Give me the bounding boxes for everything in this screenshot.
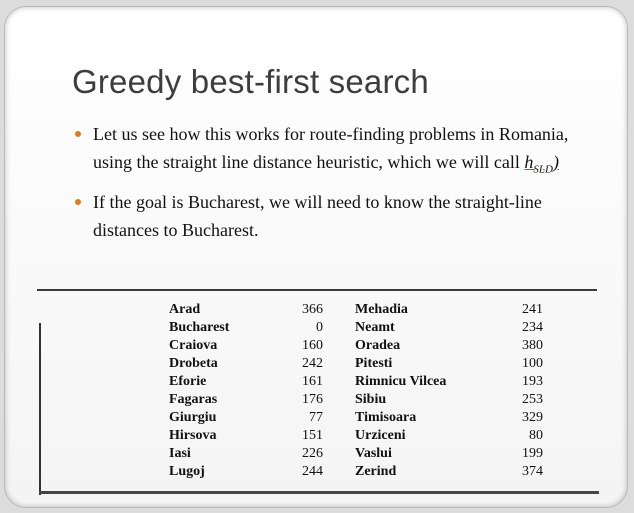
spacer-cell [5, 355, 169, 373]
right-city-name: Oradea [355, 338, 401, 353]
right-city-distance: 199 [522, 446, 543, 461]
spacer-cell [323, 427, 355, 445]
left-city-distance: 226 [302, 446, 323, 461]
spacer-cell [5, 463, 169, 481]
right-city-name: Mehadia [355, 302, 408, 317]
left-city-distance: 242 [302, 356, 323, 371]
right-city-distance: 380 [522, 338, 543, 353]
left-city-name: Arad [169, 302, 201, 317]
spacer-cell [5, 319, 169, 337]
slide-title: Greedy best-first search [72, 63, 429, 100]
right-city-name: Urziceni [355, 428, 406, 443]
spacer-cell [5, 445, 169, 463]
right-city-name: Neamt [355, 320, 395, 335]
spacer-cell [5, 337, 169, 355]
spacer-cell [323, 337, 355, 355]
spacer-cell [5, 373, 169, 391]
right-city-name: Pitesti [355, 356, 393, 371]
heuristic-symbol: hSLD) [524, 152, 559, 176]
bullet-list: Let us see how this works for route-find… [71, 120, 591, 248]
spacer-cell [323, 301, 355, 319]
spacer-cell [323, 445, 355, 463]
left-city-name: Drobeta [169, 356, 218, 371]
table-row: Bucharest 0 Neamt 234 [5, 319, 543, 337]
right-city-name: Zerind [355, 464, 397, 479]
spacer-cell [5, 409, 169, 427]
slide: Greedy best-first search Let us see how … [4, 6, 628, 508]
spacer-cell [5, 391, 169, 409]
left-city-distance: 0 [316, 320, 323, 335]
bullet-item-2: If the goal is Bucharest, we will need t… [71, 188, 591, 244]
table-row: Lugoj 244 Zerind 374 [5, 463, 543, 481]
right-city-distance: 80 [529, 428, 543, 443]
right-city-distance: 193 [522, 374, 543, 389]
table-row: Eforie 161 Rimnicu Vilcea 193 [5, 373, 543, 391]
spacer-cell [323, 319, 355, 337]
right-city-distance: 253 [522, 392, 543, 407]
right-city-distance: 241 [522, 302, 543, 317]
table-row: Craiova 160 Oradea 380 [5, 337, 543, 355]
bullet-1-text: Let us see how this works for route-find… [93, 124, 569, 172]
left-city-distance: 77 [309, 410, 323, 425]
right-city-distance: 100 [522, 356, 543, 371]
right-city-distance: 329 [522, 410, 543, 425]
table-row: Drobeta 242 Pitesti 100 [5, 355, 543, 373]
distance-table: Arad 366 Mehadia 241 Bucharest 0 Neamt 234 Craio… [5, 301, 543, 481]
spacer-cell [323, 373, 355, 391]
left-city-name: Eforie [169, 374, 207, 389]
table-row: Iasi 226 Vaslui 199 [5, 445, 543, 463]
left-city-distance: 176 [302, 392, 323, 407]
left-city-distance: 160 [302, 338, 323, 353]
table-top-rule [37, 289, 597, 291]
left-city-name: Lugoj [169, 464, 205, 479]
bullet-dot-icon [75, 131, 81, 137]
spacer-cell [323, 409, 355, 427]
right-city-name: Rimnicu Vilcea [355, 374, 447, 389]
distance-table-body: Arad 366 Mehadia 241 Bucharest 0 Neamt 234 Craio… [5, 301, 543, 481]
heuristic-subscript: SLD [533, 163, 553, 176]
table-left-rule [39, 323, 41, 495]
right-city-name: Vaslui [355, 446, 392, 461]
spacer-cell [323, 355, 355, 373]
left-city-name: Iasi [169, 446, 191, 461]
left-city-distance: 151 [302, 428, 323, 443]
left-city-name: Hirsova [169, 428, 217, 443]
table-row: Giurgiu 77 Timisoara 329 [5, 409, 543, 427]
right-city-distance: 374 [522, 464, 543, 479]
spacer-cell [323, 463, 355, 481]
table-row: Fagaras 176 Sibiu 253 [5, 391, 543, 409]
right-city-name: Timisoara [355, 410, 417, 425]
table-row: Hirsova 151 Urziceni 80 [5, 427, 543, 445]
spacer-cell [5, 427, 169, 445]
spacer-cell [323, 391, 355, 409]
left-city-name: Bucharest [169, 320, 230, 335]
bullet-item-1: Let us see how this works for route-find… [71, 120, 591, 184]
left-city-distance: 244 [302, 464, 323, 479]
bullet-dot-icon [75, 198, 81, 205]
table-row: Arad 366 Mehadia 241 [5, 301, 543, 319]
right-city-distance: 234 [522, 320, 543, 335]
left-city-distance: 161 [302, 374, 323, 389]
left-city-distance: 366 [302, 302, 323, 317]
left-city-name: Giurgiu [169, 410, 217, 425]
table-bottom-rule [39, 491, 599, 494]
left-city-name: Craiova [169, 338, 218, 353]
left-city-name: Fagaras [169, 392, 218, 407]
bullet-2-text: If the goal is Bucharest, we will need t… [93, 191, 542, 240]
spacer-cell [5, 301, 169, 319]
right-city-name: Sibiu [355, 392, 387, 407]
